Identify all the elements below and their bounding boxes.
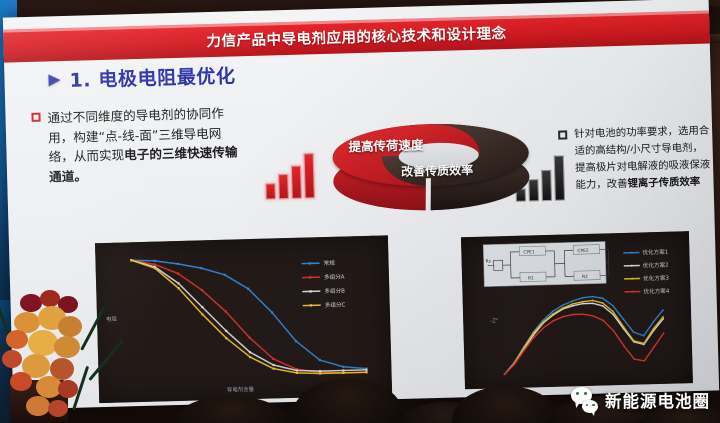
left-chart-xlabel: 导电剂含量 xyxy=(227,385,255,394)
svg-text:CPE2: CPE2 xyxy=(577,248,589,254)
flower-arrangement xyxy=(0,272,125,423)
watermark-text: 新能源电池圈 xyxy=(605,391,710,411)
resistance-vs-content-chart: 常规多组分A 多组分B 多组分C 电阻 导电剂含量 xyxy=(94,235,393,404)
right-bullet-block: 针对电池的功率要求，选用合适的高结构/小尺寸导电剂，提高极片对电解液的吸液保液能… xyxy=(558,123,712,194)
section-title: 1. 电极电阻最优化 xyxy=(69,65,236,92)
eis-nyquist-chart: CPE1 R1 CPE2 R2 Rs 优化方案1 优化方案2 优化方案3 优化方案4 … xyxy=(460,231,693,390)
right-chart-ylabel: -Z" xyxy=(490,318,498,324)
svg-text:优化方案1: 优化方案1 xyxy=(642,248,669,257)
svg-text:多组分B: 多组分B xyxy=(324,286,345,295)
arrow-bullet-icon xyxy=(48,73,61,86)
projected-slide: 力信产品中导电剂应用的核心技术和设计理念 1. 电极电阻最优化 通过不同维度的导… xyxy=(2,0,720,410)
svg-text:Rs: Rs xyxy=(486,258,492,264)
left-chart-ylabel: 电阻 xyxy=(106,315,118,323)
svg-text:优化方案2: 优化方案2 xyxy=(643,261,669,270)
disc-label-red: 提高传荷速度 xyxy=(348,137,424,155)
slide-title-banner: 力信产品中导电剂应用的核心技术和设计理念 xyxy=(3,10,710,63)
section-heading: 1. 电极电阻最优化 xyxy=(48,61,236,93)
watermark: 新能源电池圈 xyxy=(571,386,710,413)
equivalent-circuit-inset: CPE1 R1 CPE2 R2 Rs xyxy=(482,241,610,288)
disc-gap xyxy=(425,178,431,212)
svg-text:R1: R1 xyxy=(528,275,534,281)
svg-text:多组分C: 多组分C xyxy=(325,300,346,309)
disc-label-dark: 改善传质效率 xyxy=(400,162,474,179)
left-bullet-text: 通过不同维度的导电剂的协同作用，构建“点-线-面”三维导电网络，从而实现电子的三… xyxy=(47,105,238,184)
right-bullet-text: 针对电池的功率要求，选用合适的高结构/小尺寸导电剂，提高极片对电解液的吸液保液能… xyxy=(574,124,711,191)
svg-text:常规: 常规 xyxy=(323,259,335,267)
svg-text:R2: R2 xyxy=(582,274,588,280)
svg-text:优化方案3: 优化方案3 xyxy=(643,274,670,283)
svg-text:优化方案4: 优化方案4 xyxy=(643,287,670,296)
audience-head-silhouette xyxy=(638,404,720,423)
svg-text:多组分A: 多组分A xyxy=(324,272,345,281)
slide-title: 力信产品中导电剂应用的核心技术和设计理念 xyxy=(206,26,507,51)
left-bullet-block: 通过不同维度的导电剂的协同作用，构建“点-线-面”三维导电网络，从而实现电子的三… xyxy=(31,103,238,187)
yin-yang-disc-graphic: 提高传荷速度 改善传质效率 xyxy=(324,115,539,229)
square-bullet-icon xyxy=(558,130,568,140)
wechat-logo-icon xyxy=(571,386,598,413)
right-chart-svg: CPE1 R1 CPE2 R2 Rs 优化方案1优化方案2优化方案3优化方案4 … xyxy=(482,241,670,376)
svg-text:CPE1: CPE1 xyxy=(523,249,535,255)
bar-chart-red-icon xyxy=(265,152,315,200)
square-bullet-icon xyxy=(31,112,41,122)
